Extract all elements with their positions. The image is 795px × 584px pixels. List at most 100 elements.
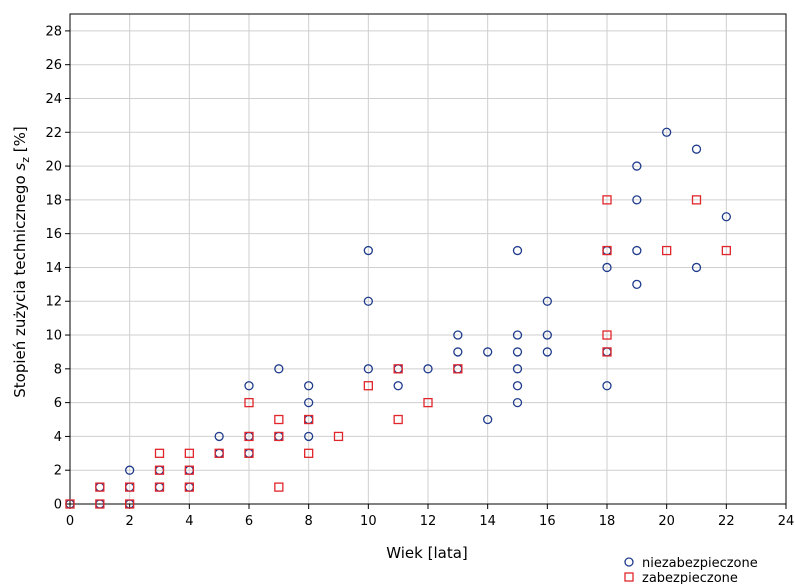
data-point-niezabezpieczone: [512, 347, 523, 357]
data-point-zabezpieczone: [125, 482, 135, 492]
data-point-zabezpieczone: [274, 414, 284, 425]
x-tick-label: 4: [185, 514, 193, 529]
x-tick-label: 6: [245, 514, 253, 529]
data-point-niezabezpieczone: [483, 414, 493, 425]
axes: [65, 13, 787, 509]
data-point-niezabezpieczone: [214, 448, 224, 458]
y-tick-label: 26: [45, 58, 62, 73]
x-tick-label: 24: [778, 514, 795, 529]
x-tick-label: 18: [599, 514, 616, 529]
data-point-zabezpieczone: [691, 195, 702, 205]
data-point-niezabezpieczone: [632, 195, 642, 205]
data-point-niezabezpieczone: [214, 431, 224, 442]
y-axis-title: Stopień zużycia technicznego sz [%]: [11, 126, 32, 397]
data-point-niezabezpieczone: [512, 245, 523, 256]
data-point-zabezpieczone: [602, 347, 612, 357]
data-point-zabezpieczone: [393, 364, 403, 374]
data-point-zabezpieczone: [602, 245, 612, 256]
x-tick-label: 8: [305, 514, 313, 529]
data-point-zabezpieczone: [184, 482, 194, 492]
x-axis-title: Wiek [lata]: [386, 544, 468, 562]
data-point-zabezpieczone: [662, 245, 672, 256]
tick-labels: 0 2 4 6 8 10 12 14 16 18 20 22 240246810121416182022…: [45, 24, 794, 529]
data-point-niezabezpieczone: [662, 127, 672, 137]
data-point-zabezpieczone: [244, 431, 254, 442]
data-point-zabezpieczone: [363, 381, 373, 391]
legend: niezabezpieczone zabezpieczone: [624, 556, 758, 584]
y-tick-label: 2: [54, 464, 62, 479]
data-point-zabezpieczone: [274, 431, 284, 442]
y-tick-label: 12: [45, 295, 62, 310]
data-point-zabezpieczone: [154, 448, 165, 458]
y-tick-label: 20: [45, 160, 62, 175]
data-point-zabezpieczone: [214, 448, 224, 458]
data-point-niezabezpieczone: [95, 482, 105, 492]
data-point-niezabezpieczone: [393, 381, 403, 391]
data-point-zabezpieczone: [274, 482, 284, 492]
data-point-niezabezpieczone: [363, 296, 373, 306]
data-point-niezabezpieczone: [154, 482, 165, 492]
data-points: [65, 127, 731, 509]
data-point-niezabezpieczone: [542, 347, 552, 357]
data-point-niezabezpieczone: [453, 330, 463, 340]
data-point-niezabezpieczone: [632, 161, 642, 171]
y-tick-label: 24: [45, 92, 62, 107]
y-axis-title-prefix: Stopień zużycia technicznego: [11, 171, 29, 398]
data-point-niezabezpieczone: [691, 262, 702, 273]
data-point-niezabezpieczone: [512, 330, 523, 340]
data-point-zabezpieczone: [602, 330, 612, 340]
data-point-niezabezpieczone: [602, 381, 612, 391]
data-point-zabezpieczone: [304, 414, 314, 425]
data-point-niezabezpieczone: [244, 381, 254, 391]
data-point-zabezpieczone: [184, 448, 194, 458]
y-tick-label: 14: [45, 261, 62, 276]
data-point-niezabezpieczone: [632, 279, 642, 289]
legend-label-niezabezpieczone: niezabezpieczone: [642, 556, 758, 571]
data-point-niezabezpieczone: [304, 381, 314, 391]
data-point-zabezpieczone: [184, 465, 194, 475]
grid-lines: [70, 14, 787, 504]
data-point-niezabezpieczone: [691, 144, 702, 154]
y-axis-title-subscript: z: [19, 157, 32, 163]
data-point-zabezpieczone: [423, 397, 433, 408]
data-point-niezabezpieczone: [512, 381, 523, 391]
plot-frame: [69, 13, 787, 505]
data-point-niezabezpieczone: [304, 431, 314, 442]
data-point-zabezpieczone: [602, 195, 612, 205]
y-tick-label: 16: [45, 227, 62, 242]
data-point-zabezpieczone: [65, 499, 75, 509]
data-point-zabezpieczone: [393, 414, 403, 425]
data-point-niezabezpieczone: [542, 330, 552, 340]
y-tick-label: 22: [45, 126, 62, 141]
data-point-niezabezpieczone: [512, 364, 523, 374]
data-point-zabezpieczone: [154, 482, 165, 492]
y-tick-label: 18: [45, 193, 62, 208]
x-tick-label: 22: [718, 514, 735, 529]
data-point-niezabezpieczone: [542, 296, 552, 306]
data-point-niezabezpieczone: [274, 364, 284, 374]
data-point-zabezpieczone: [95, 499, 105, 509]
data-point-niezabezpieczone: [363, 245, 373, 256]
y-tick-label: 0: [54, 498, 62, 513]
data-point-niezabezpieczone: [632, 245, 642, 256]
data-point-zabezpieczone: [244, 448, 254, 458]
x-tick-label: 16: [539, 514, 556, 529]
x-tick-label: 0: [66, 514, 74, 529]
y-tick-label: 10: [45, 329, 62, 344]
y-axis-title-variable: s: [11, 163, 29, 171]
data-point-niezabezpieczone: [453, 347, 463, 357]
legend-label-zabezpieczone: zabezpieczone: [642, 571, 738, 584]
x-tick-label: 20: [658, 514, 675, 529]
y-axis-title-suffix: [%]: [11, 126, 29, 157]
data-point-zabezpieczone: [304, 448, 314, 458]
data-point-niezabezpieczone: [721, 212, 731, 222]
y-tick-label: 6: [54, 396, 62, 411]
data-point-niezabezpieczone: [423, 364, 433, 374]
x-tick-label: 10: [360, 514, 377, 529]
legend-marker-niezabezpieczone: [624, 557, 634, 567]
data-point-zabezpieczone: [125, 499, 135, 509]
legend-marker-zabezpieczone: [624, 572, 634, 582]
data-point-niezabezpieczone: [363, 364, 373, 374]
data-point-zabezpieczone: [95, 482, 105, 492]
